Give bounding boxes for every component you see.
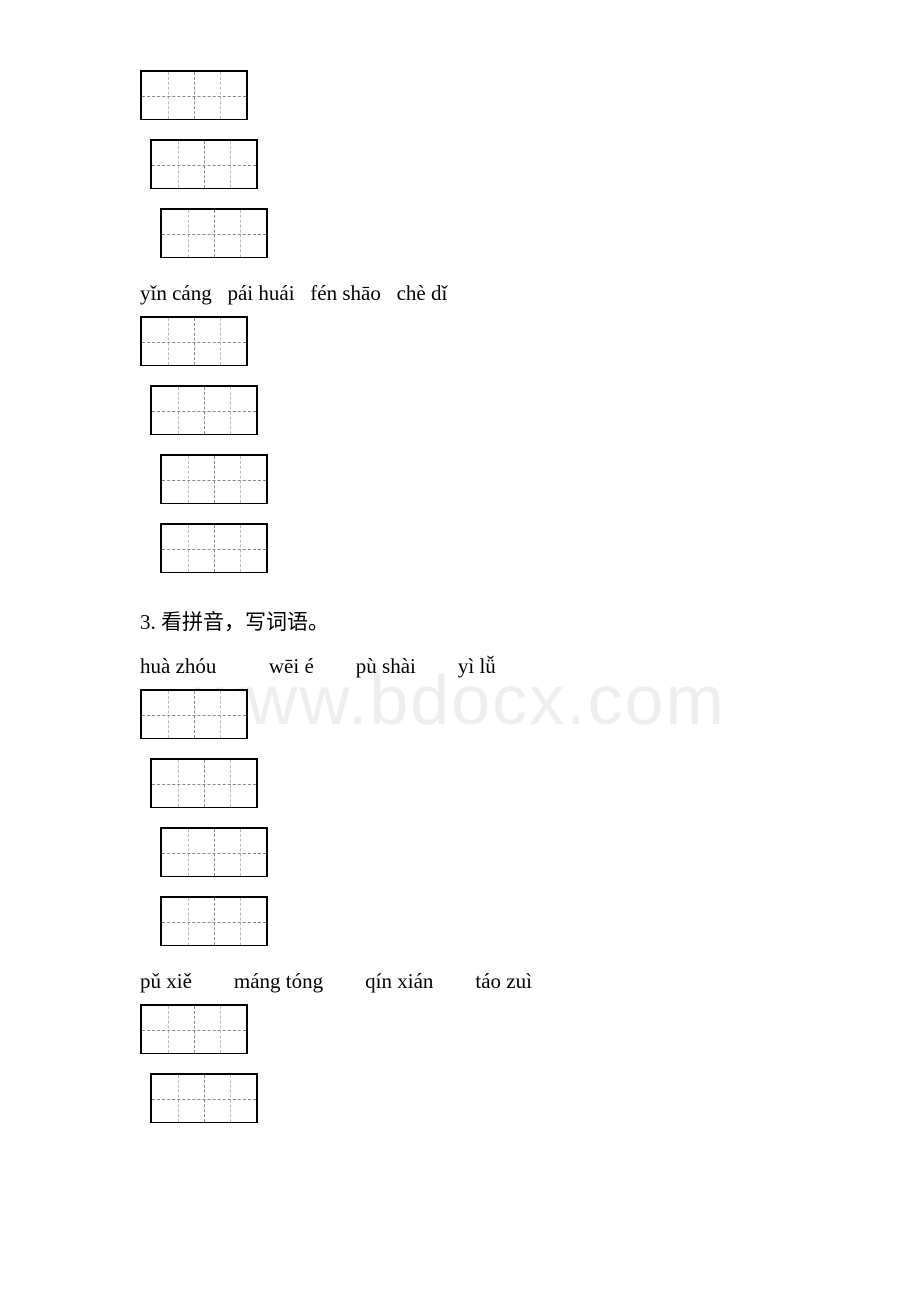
writing-box xyxy=(140,689,248,739)
writing-box-row xyxy=(150,1073,780,1128)
pinyin-line: yǐn cáng pái huái fén shāo chè dǐ xyxy=(140,281,780,306)
writing-box xyxy=(160,454,268,504)
writing-box xyxy=(140,70,248,120)
writing-box-row xyxy=(150,385,780,440)
writing-box-row xyxy=(160,523,780,578)
writing-box-row xyxy=(160,827,780,882)
writing-box xyxy=(150,385,258,435)
pinyin-line: pǔ xiě máng tóng qín xián táo zuì xyxy=(140,969,780,994)
page-content: yǐn cáng pái huái fén shāo chè dǐ 3. 看拼音，… xyxy=(140,70,780,1128)
writing-box-row xyxy=(140,1004,780,1059)
writing-box xyxy=(150,758,258,808)
writing-box-row xyxy=(160,896,780,951)
writing-box xyxy=(150,1073,258,1123)
writing-box xyxy=(160,208,268,258)
writing-box xyxy=(160,827,268,877)
writing-box-row xyxy=(150,758,780,813)
writing-box-row xyxy=(150,139,780,194)
writing-box xyxy=(140,316,248,366)
question-text: 3. 看拼音，写词语。 xyxy=(140,606,780,636)
writing-box-row xyxy=(160,454,780,509)
writing-box-row xyxy=(140,70,780,125)
writing-box-row xyxy=(160,208,780,263)
writing-box xyxy=(150,139,258,189)
writing-box xyxy=(140,1004,248,1054)
writing-box-row xyxy=(140,316,780,371)
pinyin-line: huà zhóu wēi é pù shài yì lǚ xyxy=(140,654,780,679)
writing-box xyxy=(160,896,268,946)
writing-box xyxy=(160,523,268,573)
writing-box-row xyxy=(140,689,780,744)
